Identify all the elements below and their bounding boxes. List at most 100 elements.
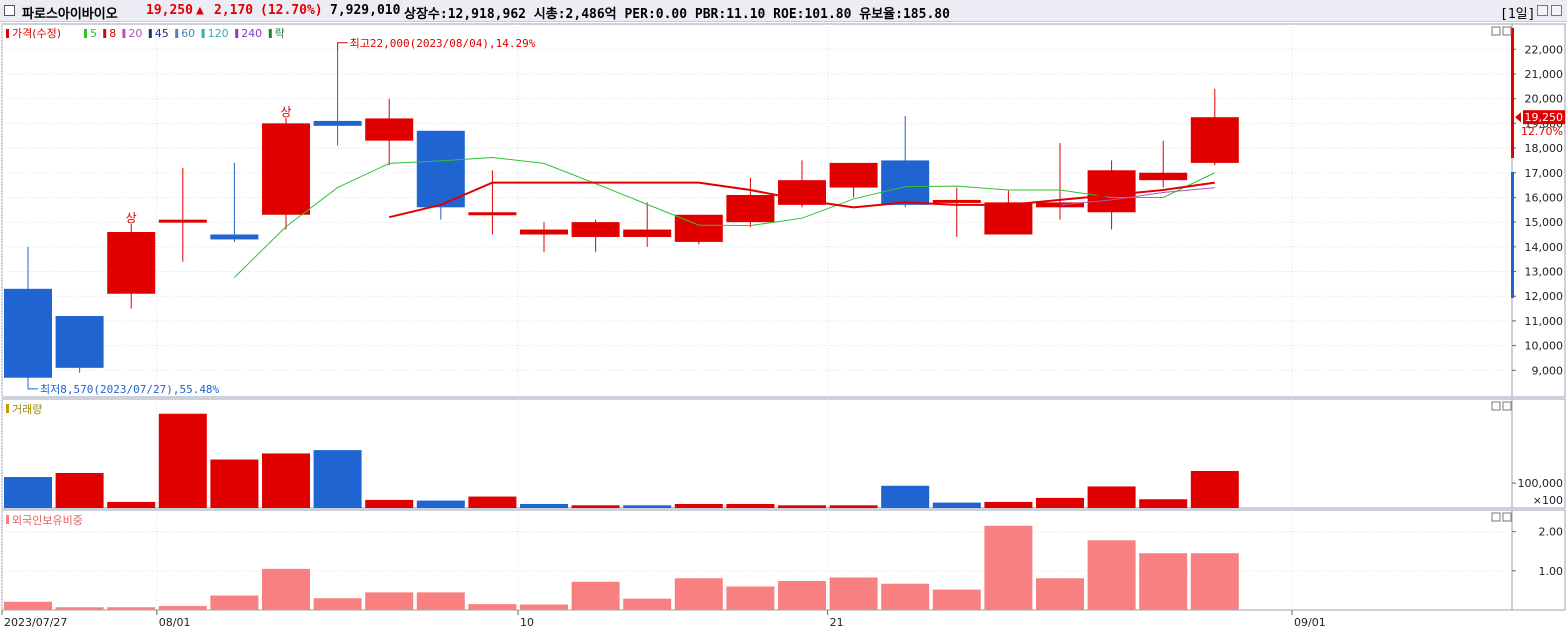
- legend-label: 45: [155, 27, 169, 40]
- current-price-box: [1523, 110, 1565, 125]
- panel-close-icon[interactable]: [1502, 512, 1512, 522]
- foreign-bar: [416, 592, 465, 610]
- price-tick-label: 13,000: [1525, 266, 1564, 279]
- volume-bar: [313, 450, 362, 508]
- foreign-bar: [1036, 578, 1084, 610]
- stock-name: 파로스아이바이오: [22, 7, 118, 22]
- price-tick-label: 21,000: [1525, 68, 1564, 81]
- legend-swatch: [148, 29, 152, 38]
- volume-unit-label: ×100: [1533, 494, 1563, 507]
- price-tick-label: 15,000: [1525, 216, 1564, 229]
- candle-body: [932, 199, 981, 203]
- foreign-bar: [4, 601, 52, 610]
- panel-close-icon[interactable]: [1502, 401, 1512, 411]
- candle-body: [984, 202, 1033, 235]
- foreign-bar: [1087, 540, 1136, 610]
- candle-body: [674, 214, 723, 242]
- ma5-line: [234, 156, 1216, 278]
- volume-bar: [984, 501, 1033, 508]
- foreign-bar: [623, 598, 672, 610]
- candle-body: [881, 160, 930, 205]
- volume-bar: [416, 500, 465, 508]
- volume-bar: [571, 505, 620, 508]
- panel-minimize-icon[interactable]: [1491, 26, 1501, 36]
- legend-label: 120: [208, 27, 229, 40]
- high-annotation-arrow: [337, 42, 348, 52]
- change-percent: (12.70%): [260, 3, 323, 18]
- x-tick-label: 08/01: [159, 616, 191, 629]
- low-annotation: 최저8,570(2023/07/27),55.48%: [40, 383, 220, 396]
- legend-swatch: [235, 29, 239, 38]
- candle-body: [1139, 172, 1188, 181]
- ma8-line: [388, 181, 1215, 219]
- foreign-bar: [726, 586, 775, 610]
- volume-bar: [4, 477, 52, 508]
- foreign-tick-label: 2.00: [1539, 526, 1564, 539]
- limit-up-label: 상: [280, 105, 291, 119]
- candle-body: [829, 162, 878, 188]
- volume-bar: [932, 502, 981, 508]
- legend-swatch: [6, 29, 9, 38]
- x-tick-label: 10: [520, 616, 534, 629]
- panel-close-icon[interactable]: [1502, 26, 1512, 36]
- foreign-bar: [778, 581, 826, 610]
- foreign-bar: [158, 606, 207, 610]
- legend-label: 60: [181, 27, 195, 40]
- foreign-bar: [881, 583, 930, 610]
- period-selector[interactable]: [1일]: [1500, 7, 1536, 22]
- panel-minimize-icon[interactable]: [1491, 401, 1501, 411]
- maximize-icon[interactable]: [1537, 5, 1548, 16]
- volume-bar: [726, 503, 775, 508]
- candle-body: [262, 123, 310, 215]
- candle-body: [571, 222, 620, 237]
- low-annotation-arrow: [27, 380, 38, 390]
- foreign-bar: [468, 604, 517, 610]
- volume-value: 7,929,010: [330, 3, 401, 18]
- price-panel: [1, 23, 1566, 398]
- panel-minimize-icon[interactable]: [1491, 512, 1501, 522]
- select-checkbox[interactable]: [4, 5, 15, 16]
- chart-area: 9,000 10,000 11,000 12,000 13,000 14,000 15,00…: [1, 23, 1566, 629]
- price-tick-label: 14,000: [1525, 241, 1564, 254]
- x-tick-label: 2023/07/27: [4, 616, 67, 629]
- foreign-bar: [365, 592, 414, 610]
- legend-label: 5: [90, 27, 97, 40]
- volume-legend-label: 거래량: [12, 403, 42, 416]
- current-pct-label: 12.70%: [1521, 125, 1563, 138]
- foreign-bar: [262, 568, 310, 610]
- price-tick-label: 20,000: [1525, 93, 1564, 106]
- price-tick-label: 22,000: [1525, 43, 1564, 56]
- foreign-bar: [674, 578, 723, 610]
- volume-bar: [881, 485, 930, 508]
- stock-stats: 상장수:12,918,962 시총:2,486억 PER:0.00 PBR:11…: [404, 7, 950, 22]
- price-tick-label: 11,000: [1525, 315, 1564, 328]
- legend-swatch: [103, 29, 107, 38]
- volume-bar: [1190, 470, 1239, 508]
- foreign-tick-label: 1.00: [1539, 565, 1564, 578]
- high-annotation: 최고22,000(2023/08/04),14.29%: [350, 37, 536, 50]
- candle-body: [778, 180, 826, 205]
- candle-body: [416, 130, 465, 208]
- volume-bar: [107, 501, 156, 508]
- legend-swatch: [201, 29, 205, 38]
- legend-label: 240: [241, 27, 262, 40]
- volume-bar: [1036, 497, 1084, 508]
- price-tick-label: 12,000: [1525, 290, 1564, 303]
- current-price-marker: [1515, 112, 1521, 123]
- x-tick-label: 21: [830, 616, 844, 629]
- x-tick-label: 09/01: [1294, 616, 1326, 629]
- candle-body: [158, 219, 207, 223]
- close-icon[interactable]: [1551, 5, 1562, 16]
- range-bar-up: [1511, 28, 1514, 158]
- legend-label: 20: [128, 27, 142, 40]
- volume-tick-label: 100,000: [1518, 477, 1564, 490]
- foreign-bar: [829, 577, 878, 610]
- title-bar: 파로스아이바이오 19,250 ▲ 2,170 (12.70%) 7,929,0…: [0, 0, 1567, 22]
- change-value: 2,170: [214, 3, 254, 18]
- foreign-bar: [571, 581, 620, 610]
- limit-up-label: 상: [126, 211, 137, 225]
- candle-body: [210, 234, 259, 240]
- candle-body: [520, 229, 568, 235]
- volume-bar: [623, 505, 672, 508]
- current-price: 19,250: [146, 3, 193, 18]
